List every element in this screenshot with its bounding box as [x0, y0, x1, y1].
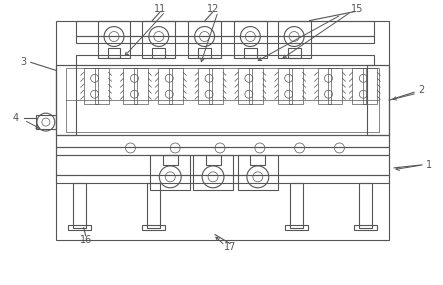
Bar — [169, 68, 183, 104]
Bar — [56, 21, 389, 239]
Bar — [367, 65, 389, 135]
Bar — [36, 115, 56, 129]
Bar — [56, 65, 76, 135]
Bar — [278, 68, 291, 104]
Bar — [363, 68, 377, 104]
Bar — [134, 68, 148, 104]
Bar — [206, 155, 221, 165]
Text: 2: 2 — [418, 85, 424, 95]
Bar — [95, 68, 109, 104]
Bar — [244, 48, 257, 58]
Bar — [56, 147, 389, 155]
Bar — [290, 183, 303, 228]
Bar — [288, 48, 301, 58]
Bar — [73, 183, 85, 228]
Bar — [158, 68, 172, 104]
Bar — [76, 36, 374, 44]
Bar — [84, 68, 97, 104]
Bar — [250, 155, 265, 165]
Text: 15: 15 — [351, 4, 364, 14]
Text: 3: 3 — [20, 57, 26, 67]
Bar — [234, 21, 267, 58]
Bar — [66, 68, 379, 132]
Bar — [328, 68, 342, 104]
Bar — [56, 175, 389, 183]
Bar — [352, 68, 366, 104]
Bar — [124, 68, 137, 104]
Bar — [193, 155, 233, 190]
Bar — [198, 48, 211, 58]
Bar — [209, 68, 223, 104]
Bar — [76, 55, 374, 65]
Bar — [142, 21, 175, 58]
Bar — [198, 68, 212, 104]
Bar — [354, 225, 377, 230]
Bar — [249, 68, 263, 104]
Bar — [56, 65, 389, 135]
Bar — [142, 225, 165, 230]
Bar — [56, 135, 389, 147]
Bar — [76, 21, 374, 36]
Bar — [285, 225, 307, 230]
Bar — [318, 68, 331, 104]
Text: 1: 1 — [426, 160, 432, 170]
Text: 16: 16 — [80, 235, 92, 245]
Bar — [56, 155, 389, 175]
Text: 4: 4 — [13, 113, 19, 123]
Bar — [188, 21, 221, 58]
Bar — [152, 48, 165, 58]
Bar — [238, 155, 278, 190]
Bar — [238, 68, 252, 104]
Text: 12: 12 — [207, 4, 219, 14]
Text: 17: 17 — [224, 243, 236, 253]
Bar — [97, 21, 130, 58]
Bar — [278, 21, 311, 58]
Bar — [163, 155, 178, 165]
Bar — [68, 225, 91, 230]
Bar — [148, 183, 160, 228]
Bar — [150, 155, 190, 190]
Bar — [289, 68, 303, 104]
Bar — [359, 183, 372, 228]
Bar — [108, 48, 120, 58]
Text: 11: 11 — [154, 4, 167, 14]
